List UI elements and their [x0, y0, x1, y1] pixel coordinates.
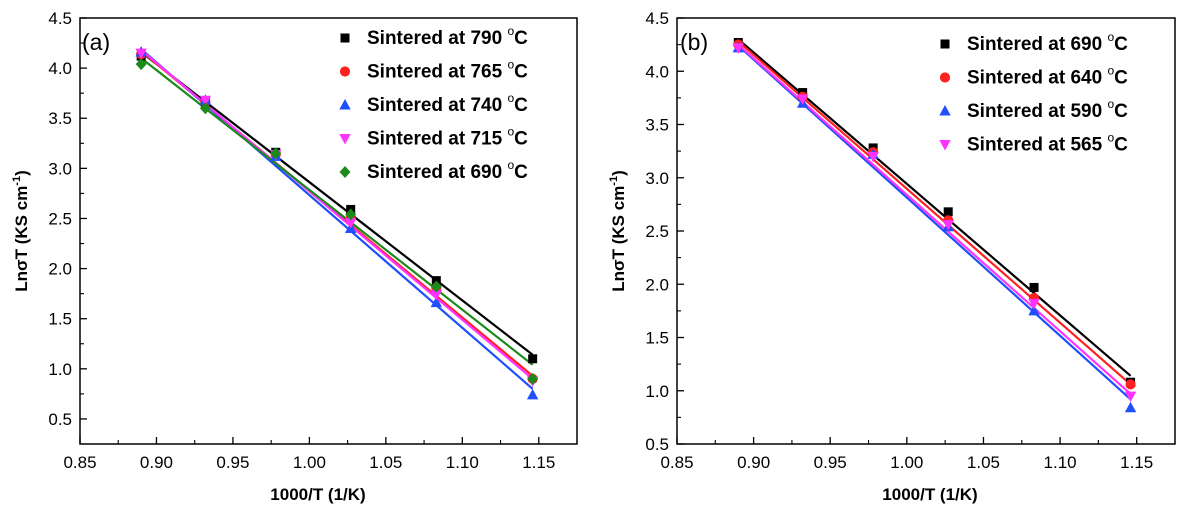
- fit-line: [737, 44, 1132, 401]
- legend-marker: [339, 66, 351, 77]
- x-tick-label: 1.10: [1044, 453, 1077, 472]
- data-point: [1125, 379, 1136, 390]
- data-point: [199, 102, 211, 115]
- chart-panel-b: 0.85 0.90 0.95 1.00 1.05 1.10 1.15 0.5 1.0 1.5 2.0…: [608, 9, 1176, 504]
- data-point: [344, 217, 357, 229]
- data-point: [942, 220, 954, 231]
- y-tick-label: 2.0: [645, 275, 669, 294]
- data-point: [1028, 298, 1040, 310]
- y-tick-label: 3.5: [645, 116, 669, 135]
- x-tick-label: 1.10: [446, 453, 479, 472]
- data-point: [135, 58, 147, 71]
- data-point: [430, 296, 443, 308]
- legend-label: Sintered at 565 oC: [967, 131, 1128, 156]
- y-tick-label: 2.5: [645, 222, 669, 241]
- x-tick-label: 1.05: [369, 453, 402, 472]
- y-tick-label: 0.5: [48, 410, 72, 429]
- x-tick-label: 0.85: [660, 453, 693, 472]
- legend-marker: [939, 105, 951, 116]
- y-tick-label: 3.0: [645, 169, 669, 188]
- data-point: [528, 354, 538, 364]
- legend-label: Sintered at 590 oC: [967, 97, 1128, 122]
- data-point: [943, 207, 953, 217]
- y-tick-label: 4.0: [645, 62, 669, 81]
- y-axis-label: LnσT (KS cm-1): [608, 170, 628, 292]
- y-tick-label: 4.0: [48, 59, 72, 78]
- data-point: [732, 43, 744, 54]
- data-point: [430, 280, 442, 293]
- x-tick-label: 1.00: [890, 453, 923, 472]
- legend-label: Sintered at 790 oC: [367, 24, 528, 49]
- data-point: [430, 290, 443, 301]
- legend-marker: [340, 33, 350, 43]
- data-point: [199, 95, 212, 107]
- data-point: [527, 372, 539, 385]
- data-point: [135, 48, 147, 60]
- legend-label: Sintered at 690 oC: [967, 30, 1128, 55]
- x-tick-label: 0.90: [140, 453, 173, 472]
- x-axis-label: 1000/T (1/K): [882, 485, 977, 504]
- panel-label: (a): [82, 29, 110, 55]
- fit-line: [737, 40, 1132, 386]
- fit-line: [737, 38, 1132, 377]
- data-point: [1028, 304, 1040, 316]
- y-tick-label: 1.5: [645, 329, 669, 348]
- y-tick-label: 0.5: [645, 435, 669, 454]
- legend-label: Sintered at 765 oC: [367, 58, 528, 83]
- x-tick-label: 1.05: [967, 453, 1000, 472]
- x-tick-label: 0.95: [814, 453, 847, 472]
- y-tick-label: 3.5: [48, 109, 72, 128]
- x-axis-label: 1000/T (1/K): [270, 485, 365, 504]
- legend-marker: [339, 99, 351, 110]
- legend-label: Sintered at 640 oC: [967, 64, 1128, 89]
- x-tick-label: 0.95: [216, 453, 249, 472]
- y-axis-label: LnσT (KS cm-1): [11, 170, 31, 292]
- data-point: [526, 388, 539, 400]
- legend-label: Sintered at 740 oC: [367, 91, 528, 116]
- legend-marker: [939, 72, 951, 83]
- x-tick-label: 1.15: [1120, 453, 1153, 472]
- data-point: [270, 147, 282, 160]
- data-point: [796, 94, 809, 105]
- data-point: [345, 208, 357, 221]
- y-tick-label: 4.5: [645, 9, 669, 28]
- data-point: [867, 151, 879, 163]
- legend-marker: [939, 140, 951, 151]
- y-tick-label: 2.0: [48, 260, 72, 279]
- x-tick-label: 0.90: [737, 453, 770, 472]
- data-point: [431, 276, 441, 286]
- data-point: [1029, 282, 1039, 292]
- legend-marker: [339, 134, 351, 145]
- chart-panel-a: 0.85 0.90 0.95 1.00 1.05 1.10 1.15 0.5 1.0 1.5 2.0…: [11, 9, 578, 504]
- legend-marker: [940, 39, 950, 49]
- legend-label: Sintered at 715 oC: [367, 125, 528, 150]
- x-tick-label: 0.85: [63, 453, 96, 472]
- y-tick-label: 1.0: [645, 382, 669, 401]
- y-tick-label: 2.5: [48, 209, 72, 228]
- legend-marker: [339, 166, 351, 178]
- y-tick-label: 4.5: [48, 9, 72, 28]
- fit-line: [737, 43, 1132, 395]
- legend-label: Sintered at 690 oC: [367, 158, 528, 183]
- panel-label: (b): [680, 29, 708, 55]
- data-point: [1124, 401, 1137, 413]
- plot-frame: [79, 17, 578, 445]
- data-point: [1124, 391, 1137, 403]
- x-tick-label: 1.00: [293, 453, 326, 472]
- x-tick-label: 1.15: [522, 453, 555, 472]
- y-tick-label: 1.0: [48, 360, 72, 379]
- y-tick-label: 3.0: [48, 159, 72, 178]
- y-tick-label: 1.5: [48, 310, 72, 329]
